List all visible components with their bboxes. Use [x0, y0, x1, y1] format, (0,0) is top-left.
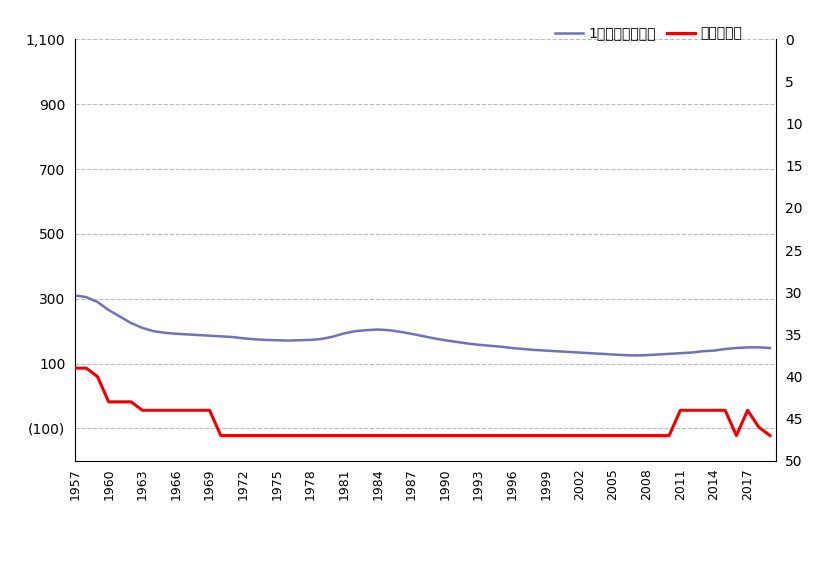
- ランキング: [272, 432, 282, 439]
- 1校あたり生徒数: [70, 292, 80, 299]
- 1校あたり生徒数: [418, 333, 428, 339]
- ランキング: [563, 432, 573, 439]
- ランキング: [216, 432, 226, 439]
- 1校あたり生徒数: [395, 328, 405, 335]
- 1校あたり生徒数: [283, 337, 293, 344]
- ランキング: [406, 432, 416, 439]
- ランキング: [70, 365, 80, 371]
- Line: 1校あたり生徒数: 1校あたり生徒数: [75, 296, 770, 355]
- ランキング: [754, 424, 764, 430]
- 1校あたり生徒数: [260, 337, 270, 343]
- ランキング: [765, 432, 775, 439]
- 1校あたり生徒数: [552, 348, 562, 355]
- ランキング: [294, 432, 304, 439]
- Line: ランキング: ランキング: [75, 368, 770, 436]
- Legend: 1校あたり生徒数, ランキング: 1校あたり生徒数, ランキング: [550, 21, 747, 46]
- ランキング: [429, 432, 439, 439]
- 1校あたり生徒数: [631, 352, 641, 359]
- 1校あたり生徒数: [754, 344, 764, 351]
- 1校あたり生徒数: [765, 345, 775, 351]
